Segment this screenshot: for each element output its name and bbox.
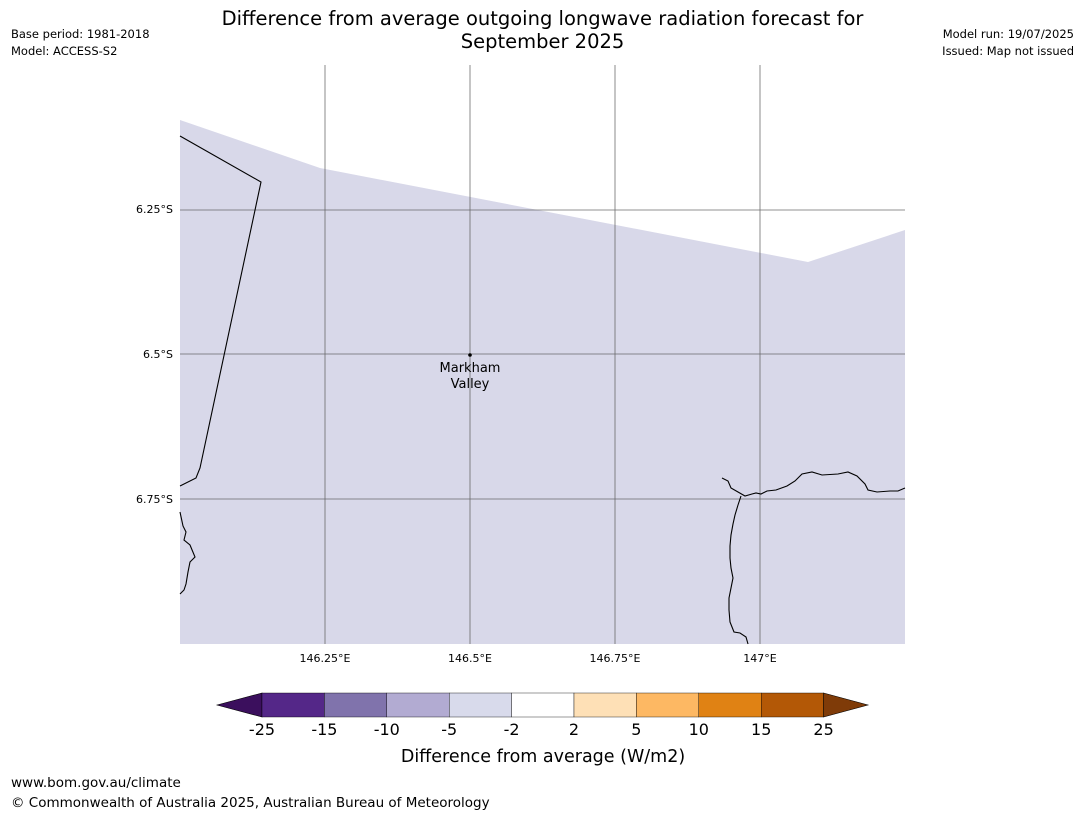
map-title-line-2: September 2025 [460,30,625,53]
anomaly-shaded-region [180,120,905,644]
map-title: Difference from average outgoing longwav… [180,7,905,53]
copyright-text: © Commonwealth of Australia 2025, Austra… [11,795,490,811]
colorbar-tick-label: -5 [441,720,457,739]
lon-tick-label: 146.5°E [448,652,492,665]
colorbar-bin [573,692,637,718]
colorbar-title: Difference from average (W/m2) [401,747,685,767]
meta-left: Base period: 1981-2018 Model: ACCESS-S2 [11,26,150,60]
colorbar-tick-label: 15 [751,720,771,739]
colorbar-bin [511,692,575,718]
website-link[interactable]: www.bom.gov.au/climate [11,775,181,791]
colorbar-tick-label: 25 [813,720,833,739]
model-text: Model: ACCESS-S2 [11,44,118,58]
boundary-line-west [179,135,262,487]
meta-right: Model run: 19/07/2025 Issued: Map not is… [942,26,1074,60]
place-label-line-1: Markham [440,361,501,376]
colorbar-tick-label: 5 [631,720,641,739]
colorbar-high-extend [823,692,870,718]
base-period-text: Base period: 1981-2018 [11,27,150,41]
colorbar-bin [386,692,450,718]
lat-tick-label: 6.5°S [143,348,173,361]
lon-tick-label: 146.75°E [590,652,641,665]
lon-tick-label: 147°E [743,652,776,665]
colorbar-bin [261,692,325,718]
issued-text: Issued: Map not issued [942,44,1074,58]
model-run-text: Model run: 19/07/2025 [942,27,1074,41]
lon-tick-label: 146.25°E [300,652,351,665]
colorbar-tick-label: 2 [569,720,579,739]
markham-valley-marker [468,353,472,357]
colorbar-low-extend [215,692,263,718]
colorbar-bin [449,692,512,718]
colorbar-tick-label: -25 [249,720,275,739]
coastline-river-inlet [728,495,749,645]
coastline-southwest [179,511,196,595]
lat-tick-label: 6.25°S [136,203,173,216]
colorbar-bin [324,692,387,718]
graticule [180,65,905,644]
colorbar-tick-label: -15 [311,720,337,739]
coastline-southeast [721,471,906,497]
colorbar-tick-label: -10 [374,720,400,739]
colorbar-tick-label: -2 [504,720,520,739]
colorbar-bin [698,692,762,718]
colorbar-tick-label: 10 [689,720,709,739]
lat-tick-label: 6.75°S [136,493,173,506]
colorbar-bin [761,692,824,718]
colorbar: -25 -15 -10 -5 -2 2 5 10 15 25 Differenc… [215,692,870,767]
map-title-line-1: Difference from average outgoing longwav… [221,7,864,30]
coastlines [179,135,906,645]
colorbar-bin [636,692,700,718]
place-label-line-2: Valley [451,377,490,392]
